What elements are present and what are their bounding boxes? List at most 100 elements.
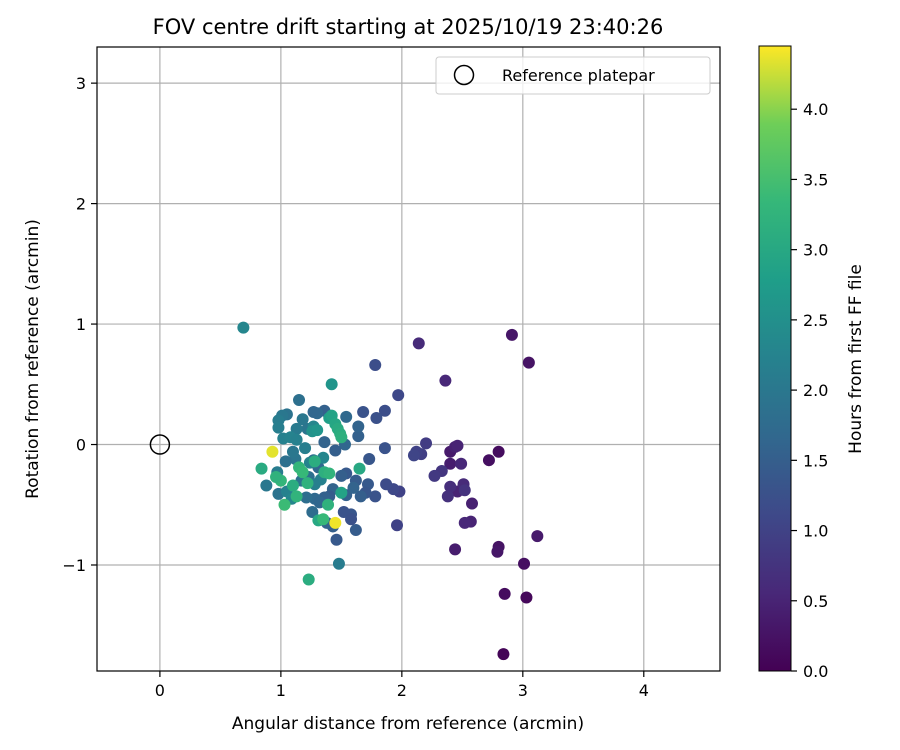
data-point — [335, 431, 348, 444]
data-point — [451, 439, 464, 452]
data-point — [290, 490, 303, 503]
data-point — [466, 497, 479, 510]
data-point — [482, 454, 495, 467]
y-axis-ticks: −1 0 1 2 3 — [62, 74, 97, 575]
colorbar-tick-label: 1.5 — [803, 451, 828, 470]
x-tick-label: 3 — [518, 681, 528, 700]
data-point — [290, 433, 303, 446]
data-point — [369, 490, 382, 503]
data-point — [498, 587, 511, 600]
data-point — [441, 490, 454, 503]
data-point — [347, 481, 360, 494]
data-point — [260, 479, 273, 492]
data-point — [323, 467, 336, 480]
data-point — [522, 356, 535, 369]
colorbar-ticks: 0.0 0.5 1.0 1.5 2.0 2.5 3.0 3.5 4.0 — [791, 100, 828, 681]
y-axis-label: Rotation from reference (arcmin) — [23, 219, 43, 499]
data-point — [491, 545, 504, 558]
data-point — [520, 591, 533, 604]
plot-frame — [96, 46, 721, 672]
data-point — [412, 337, 425, 350]
x-tick-label: 2 — [397, 681, 407, 700]
colorbar-tick-label: 3.5 — [803, 170, 828, 189]
data-point — [352, 430, 365, 443]
data-point — [354, 490, 367, 503]
x-tick-label: 1 — [276, 681, 286, 700]
colorbar-tick-label: 0.0 — [803, 662, 828, 681]
data-point — [497, 648, 510, 661]
data-point — [302, 573, 315, 586]
data-point — [370, 412, 383, 425]
data-point — [444, 480, 457, 493]
colorbar-tick-label: 1.0 — [803, 522, 828, 541]
data-point — [299, 442, 312, 455]
data-point — [255, 462, 268, 475]
data-point — [458, 484, 471, 497]
data-point — [363, 452, 376, 465]
data-point — [332, 557, 345, 570]
colorbar-label: Hours from first FF file — [846, 264, 866, 454]
data-point — [378, 442, 391, 455]
data-point — [301, 477, 314, 490]
x-tick-label: 4 — [639, 681, 649, 700]
data-point — [353, 462, 366, 475]
data-point — [279, 455, 292, 468]
data-point — [352, 420, 365, 433]
data-point — [317, 513, 330, 526]
data-point — [322, 498, 335, 511]
reference-platepar-marker — [149, 434, 171, 455]
data-point — [300, 491, 313, 504]
data-point — [311, 424, 324, 437]
data-point — [449, 543, 462, 556]
data-point — [266, 445, 279, 458]
data-point — [407, 449, 420, 462]
colorbar-tick-label: 2.0 — [803, 381, 828, 400]
data-points — [237, 321, 544, 661]
legend-entry-reference-platepar: Reference platepar — [502, 66, 655, 85]
data-point — [296, 413, 309, 426]
chart-title: FOV centre drift starting at 2025/10/19 … — [153, 15, 664, 39]
y-tick-label: 0 — [76, 436, 86, 455]
colorbar-tick-label: 2.5 — [803, 311, 828, 330]
data-point — [392, 389, 405, 402]
x-axis-ticks: 0 1 2 3 4 — [155, 671, 649, 700]
legend: Reference platepar — [435, 56, 711, 95]
data-point — [345, 513, 358, 526]
data-point — [329, 516, 342, 529]
x-tick-label: 0 — [155, 681, 165, 700]
x-axis-label: Angular distance from reference (arcmin) — [232, 714, 584, 734]
data-point — [307, 406, 320, 419]
y-tick-label: −1 — [62, 556, 86, 575]
data-point — [270, 471, 283, 484]
data-point — [290, 422, 303, 435]
data-point — [278, 498, 291, 511]
data-point — [455, 457, 468, 470]
data-point — [420, 437, 433, 450]
y-tick-label: 3 — [76, 74, 86, 93]
colorbar-tick-label: 4.0 — [803, 100, 828, 119]
data-point — [349, 524, 362, 537]
data-point — [286, 479, 299, 492]
data-point — [286, 445, 299, 458]
data-point — [293, 393, 306, 406]
data-point — [340, 410, 353, 423]
data-point — [296, 466, 309, 479]
data-point — [306, 505, 319, 518]
data-point — [380, 478, 393, 491]
colorbar-tick-label: 3.0 — [803, 241, 828, 260]
legend-box — [435, 56, 711, 95]
y-tick-label: 1 — [76, 315, 86, 334]
data-point — [492, 445, 505, 458]
data-point — [357, 406, 370, 419]
y-tick-label: 2 — [76, 195, 86, 214]
grid — [97, 47, 720, 671]
data-point — [237, 321, 250, 334]
data-point — [428, 469, 441, 482]
data-point — [439, 374, 452, 387]
data-point — [335, 469, 348, 482]
data-point — [458, 516, 471, 529]
colorbar — [758, 45, 792, 672]
data-point — [330, 533, 343, 546]
data-point — [325, 378, 338, 391]
